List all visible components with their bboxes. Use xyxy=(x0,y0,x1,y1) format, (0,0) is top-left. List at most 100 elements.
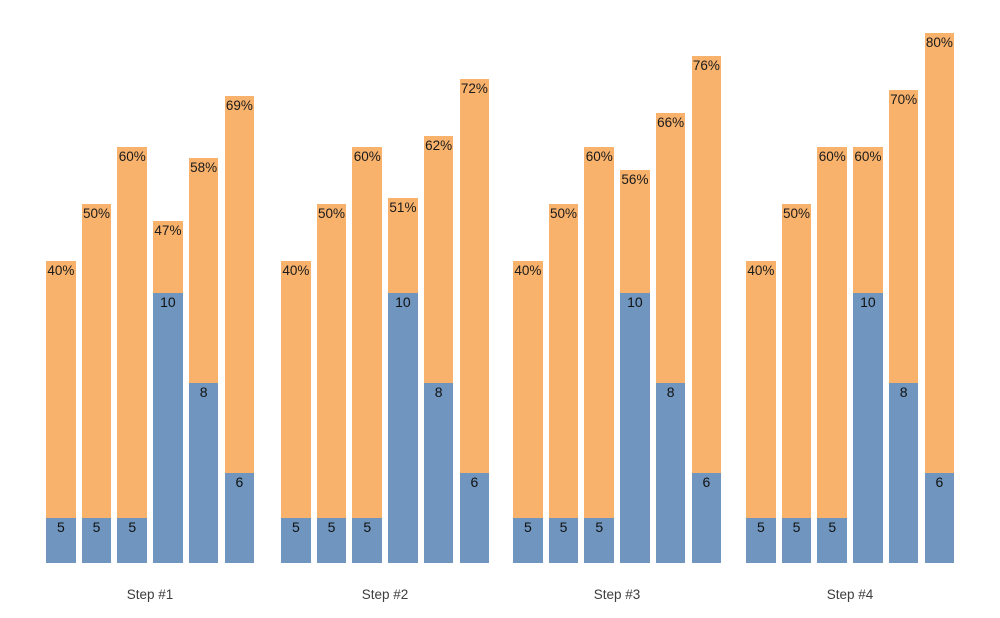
bar-count-segment: 5 xyxy=(548,518,579,563)
bar-count-label: 6 xyxy=(935,474,944,490)
bar-count-segment: 5 xyxy=(281,518,311,563)
bar-count-segment: 5 xyxy=(584,518,615,563)
stacked-bar: 56% 10 xyxy=(620,169,650,563)
group-axis-label: Step #2 xyxy=(361,587,409,602)
bar-count-label: 8 xyxy=(199,384,208,400)
stacked-bar: 58% 8 xyxy=(188,158,219,563)
bar-pct-label: 70% xyxy=(890,92,918,107)
bar-count-segment: 5 xyxy=(117,518,148,563)
bar-count-label: 5 xyxy=(327,519,336,535)
bar-count-segment: 8 xyxy=(188,383,219,563)
bar-pct-label: 62% xyxy=(425,137,453,153)
bar-count-label: 10 xyxy=(860,294,876,310)
group-axis-label: Step #4 xyxy=(826,587,874,602)
bar-count-label: 5 xyxy=(363,519,372,535)
bar-count-segment: 6 xyxy=(691,473,722,563)
bar-count-segment: 8 xyxy=(888,383,919,563)
stacked-bar: 62% 8 xyxy=(423,135,454,563)
bar-count-label: 5 xyxy=(291,519,300,535)
bar-count-segment: 8 xyxy=(655,383,686,563)
bar-count-segment: 10 xyxy=(853,293,883,563)
stacked-bar: 66% 8 xyxy=(655,112,686,563)
bar-pct-label: 47% xyxy=(154,223,182,239)
bar-pct-label: 60% xyxy=(118,149,146,164)
bar-count-segment: 5 xyxy=(352,518,383,563)
stacked-bar: 40% 5 xyxy=(281,261,311,563)
bar-pct-label: 40% xyxy=(47,263,75,278)
bar-pct-label: 50% xyxy=(83,206,111,221)
bar-pct-label: 76% xyxy=(692,57,720,73)
bar-count-label: 6 xyxy=(702,474,711,490)
bar-pct-label: 80% xyxy=(925,35,953,50)
bar-pct-label: 50% xyxy=(318,206,346,221)
bar-count-segment: 6 xyxy=(459,473,490,563)
stacked-bar: 50% 5 xyxy=(81,204,112,563)
bar-count-label: 6 xyxy=(235,474,244,490)
stacked-bar: 50% 5 xyxy=(316,204,347,563)
stacked-bar: 50% 5 xyxy=(781,204,812,563)
stacked-bar: 60% 10 xyxy=(853,147,883,563)
stacked-bar: 51% 10 xyxy=(388,198,418,563)
bar-count-label: 5 xyxy=(56,519,65,535)
bar-count-segment: 5 xyxy=(81,518,112,563)
stacked-bar: 60% 5 xyxy=(817,147,848,563)
bar-count-label: 10 xyxy=(395,294,411,310)
stacked-bar: 76% 6 xyxy=(691,55,722,563)
stacked-bar: 50% 5 xyxy=(548,204,579,563)
bar-pct-label: 40% xyxy=(282,263,310,278)
bar-count-segment: 5 xyxy=(46,518,76,563)
stacked-bar: 70% 8 xyxy=(888,90,919,563)
group-axis-label: Step #3 xyxy=(593,587,641,602)
stacked-bar: 47% 10 xyxy=(153,221,183,563)
bar-count-segment: 5 xyxy=(746,518,776,563)
stacked-bar: 40% 5 xyxy=(746,261,776,563)
stacked-bar: 40% 5 xyxy=(513,261,543,563)
bar-count-segment: 10 xyxy=(153,293,183,563)
bar-count-segment: 6 xyxy=(224,473,255,563)
bar-count-segment: 5 xyxy=(781,518,812,563)
bar-pct-label: 58% xyxy=(190,160,218,176)
bar-pct-label: 60% xyxy=(353,149,381,164)
bar-count-label: 5 xyxy=(128,519,137,535)
bar-count-label: 5 xyxy=(523,519,532,535)
bar-count-label: 5 xyxy=(92,519,101,535)
bar-count-label: 6 xyxy=(470,474,479,490)
bar-pct-label: 69% xyxy=(225,97,253,113)
bar-count-segment: 10 xyxy=(388,293,418,563)
bar-count-label: 5 xyxy=(792,519,801,535)
bar-pct-label: 40% xyxy=(514,263,542,278)
bar-count-label: 10 xyxy=(627,294,643,310)
bar-pct-label: 50% xyxy=(550,206,578,221)
bar-pct-label: 72% xyxy=(460,80,488,96)
bar-count-label: 5 xyxy=(595,519,604,535)
bar-count-segment: 10 xyxy=(620,293,650,563)
stacked-bar: 40% 5 xyxy=(46,261,76,563)
bar-count-segment: 6 xyxy=(924,473,955,563)
stacked-bar: 80% 6 xyxy=(924,33,955,563)
bar-pct-label: 50% xyxy=(783,206,811,221)
bar-count-label: 8 xyxy=(899,384,908,400)
bar-pct-label: 40% xyxy=(747,263,775,278)
stacked-bar: 69% 6 xyxy=(224,95,255,563)
bar-count-segment: 5 xyxy=(513,518,543,563)
stacked-bar: 60% 5 xyxy=(117,147,148,563)
bar-pct-label: 51% xyxy=(389,200,417,216)
bar-pct-label: 60% xyxy=(854,149,882,164)
bar-count-segment: 5 xyxy=(316,518,347,563)
bar-count-label: 10 xyxy=(160,294,176,310)
bar-pct-label: 56% xyxy=(621,171,649,187)
bar-count-label: 5 xyxy=(828,519,837,535)
bar-count-segment: 8 xyxy=(423,383,454,563)
bar-count-label: 5 xyxy=(756,519,765,535)
stacked-bar: 60% 5 xyxy=(584,147,615,563)
stacked-bar: 72% 6 xyxy=(459,78,490,563)
group-axis-label: Step #1 xyxy=(126,587,174,602)
bar-count-label: 5 xyxy=(559,519,568,535)
bar-count-label: 8 xyxy=(666,384,675,400)
stacked-bar: 60% 5 xyxy=(352,147,383,563)
bar-pct-label: 60% xyxy=(585,149,613,164)
bar-count-segment: 5 xyxy=(817,518,848,563)
bar-pct-label: 66% xyxy=(657,114,685,130)
bar-count-label: 8 xyxy=(434,384,443,400)
